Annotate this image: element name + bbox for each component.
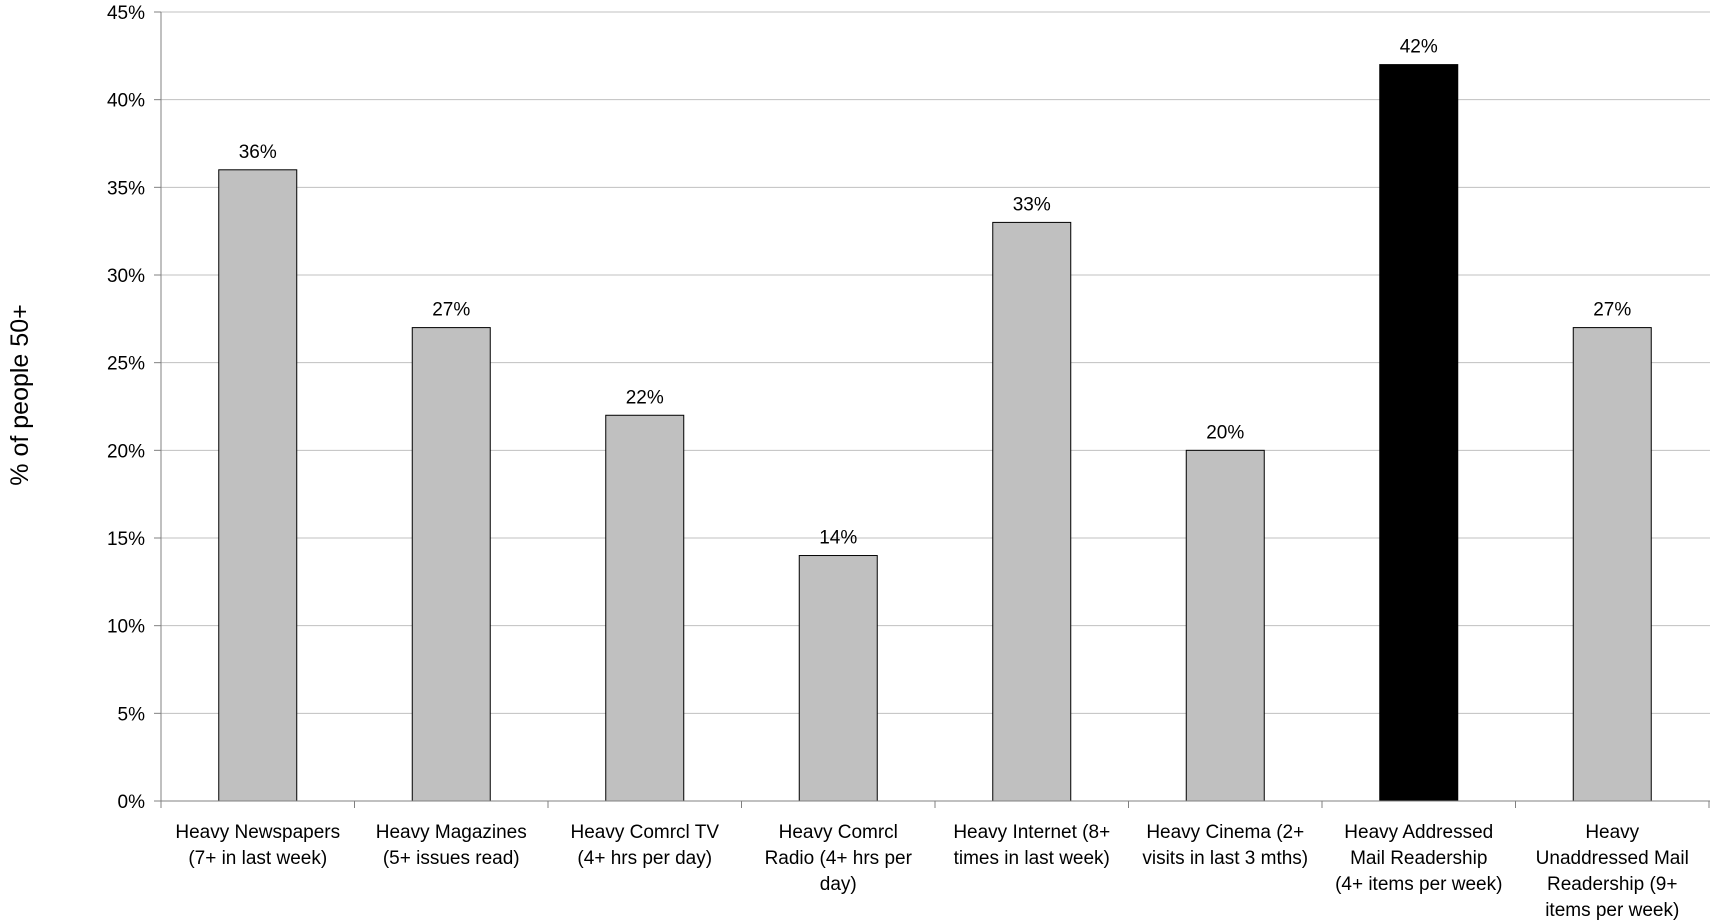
x-tick-label: visits in last 3 mths) [1142, 848, 1308, 869]
x-tick-label: (5+ issues read) [383, 848, 520, 869]
bars [218, 64, 1652, 802]
bar [605, 414, 685, 802]
bar [1572, 327, 1652, 802]
bar [218, 169, 298, 802]
x-tick-label: (4+ items per week) [1335, 874, 1502, 895]
x-tick-label: Unaddressed Mail [1536, 848, 1689, 869]
bar [992, 221, 1072, 802]
x-tick-label: Heavy Addressed [1344, 822, 1493, 843]
x-tick-label: Heavy Comrcl TV [570, 822, 719, 843]
data-label: 20% [1206, 422, 1244, 443]
data-label: 33% [1013, 194, 1051, 215]
y-tick-label: 15% [107, 529, 145, 550]
bar [1185, 449, 1265, 802]
x-tick-label: times in last week) [954, 848, 1110, 869]
data-label: 42% [1400, 37, 1438, 58]
y-axis-label: % of people 50+ [6, 304, 34, 485]
x-tick-label: Heavy Comrcl [779, 822, 898, 843]
data-label: 27% [432, 300, 470, 321]
y-tick-label: 5% [118, 704, 146, 725]
y-tick-label: 45% [107, 3, 145, 24]
x-tick-label: Heavy Magazines [376, 822, 527, 843]
y-tick-label: 35% [107, 178, 145, 199]
data-label: 36% [239, 142, 277, 163]
x-tick-label: day) [820, 874, 857, 895]
x-tick-label: items per week) [1545, 900, 1679, 921]
y-tick-label: 0% [118, 792, 146, 813]
x-tick-label: (7+ in last week) [188, 848, 327, 869]
y-tick-label: 25% [107, 354, 145, 375]
axes [154, 11, 1710, 808]
y-tick-label: 40% [107, 91, 145, 112]
x-tick-label: Heavy Internet (8+ [953, 822, 1110, 843]
y-tick-label: 10% [107, 617, 145, 638]
data-label: 14% [819, 528, 857, 549]
gridlines [161, 11, 1710, 714]
bar [411, 327, 491, 802]
x-tick-label: Mail Readership [1350, 848, 1487, 869]
x-tick-label: Heavy Newspapers [175, 822, 340, 843]
x-tick-label: Radio (4+ hrs per [765, 848, 913, 869]
x-tick-label: (4+ hrs per day) [577, 848, 712, 869]
y-tick-label: 20% [107, 441, 145, 462]
y-tick-label: 30% [107, 266, 145, 287]
data-label: 27% [1593, 300, 1631, 321]
bar [798, 555, 878, 802]
bar [1379, 64, 1459, 802]
x-tick-label: Heavy Cinema (2+ [1146, 822, 1304, 843]
labels: 0% 5% 10% 15% 20% 25% 30% 35% 40% 45% 36% Heavy New… [107, 3, 1689, 921]
x-tick-label: Readership (9+ [1547, 874, 1677, 895]
x-tick-label: Heavy [1585, 822, 1639, 843]
data-label: 22% [626, 387, 664, 408]
